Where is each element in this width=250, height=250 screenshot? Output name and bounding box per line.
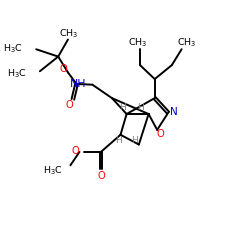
Text: O: O — [97, 171, 105, 181]
Text: O: O — [71, 146, 79, 156]
Text: H$_3$C: H$_3$C — [7, 68, 26, 80]
Text: H: H — [131, 136, 138, 145]
Text: N: N — [170, 107, 178, 117]
Text: H: H — [120, 103, 126, 112]
Text: CH$_3$: CH$_3$ — [177, 37, 197, 49]
Text: CH$_3$: CH$_3$ — [59, 27, 78, 40]
Text: O: O — [60, 64, 68, 74]
Text: H$_3$C: H$_3$C — [3, 42, 23, 55]
Text: H: H — [137, 103, 143, 112]
Text: H$_3$C: H$_3$C — [43, 165, 63, 177]
Text: CH$_3$: CH$_3$ — [128, 36, 147, 49]
Text: O: O — [65, 100, 73, 110]
Text: O: O — [157, 129, 165, 139]
Text: NH: NH — [70, 79, 86, 89]
Text: H: H — [115, 136, 122, 145]
